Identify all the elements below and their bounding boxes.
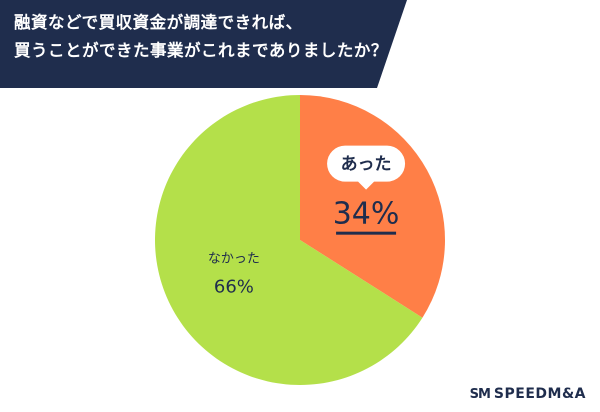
speedma-logo: SM SPEEDM&A bbox=[470, 386, 586, 402]
slice-value-0: 34% bbox=[333, 197, 400, 232]
question-line-1: 融資などで買収資金が調達できれば、 bbox=[14, 13, 303, 32]
pie-slice-1 bbox=[154, 95, 423, 385]
slice-label-1: なかった bbox=[208, 251, 260, 266]
question-banner: 融資などで買収資金が調達できれば、 買うことができた事業がこれまでありましたか？ bbox=[0, 0, 600, 88]
logo-mark-icon: SM bbox=[469, 386, 491, 402]
slice-label-0: あった bbox=[341, 155, 392, 175]
slice-value-underline bbox=[336, 231, 397, 235]
logo-text: SPEEDM&A bbox=[493, 386, 586, 402]
slice-value-1: 66% bbox=[214, 276, 254, 297]
question-text: 融資などで買収資金が調達できれば、 買うことができた事業がこれまでありましたか？ bbox=[14, 9, 388, 65]
question-line-2: 買うことができた事業がこれまでありましたか？ bbox=[14, 41, 388, 60]
banner-shape bbox=[0, 0, 407, 88]
callout-bubble bbox=[327, 145, 406, 190]
